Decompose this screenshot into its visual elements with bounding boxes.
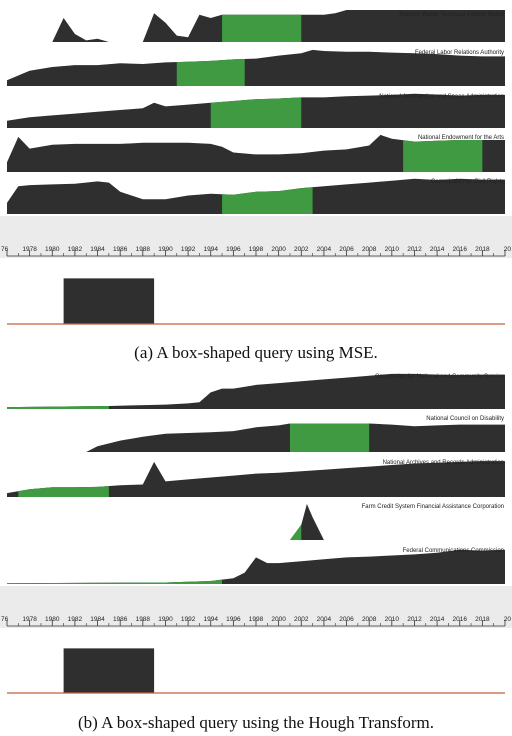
tick-label: 1982 bbox=[68, 616, 83, 623]
panel-3: National Archives and Records Administra… bbox=[7, 460, 505, 497]
tick-label: 2008 bbox=[362, 616, 377, 623]
tick-label: 1982 bbox=[68, 246, 83, 253]
tick-label: 1978 bbox=[22, 616, 37, 623]
tick-label: 1984 bbox=[90, 616, 105, 623]
panel-title: Farm Credit System Financial Assistance … bbox=[362, 504, 504, 510]
tick-label: 1990 bbox=[158, 246, 173, 253]
tick-label: 2008 bbox=[362, 246, 377, 253]
tick-label: 2006 bbox=[339, 616, 354, 623]
tick-label: 2004 bbox=[317, 246, 332, 253]
panel-title: Corporation for National and Community S… bbox=[375, 374, 505, 380]
panel-title: National Council on Disability bbox=[426, 416, 504, 422]
tick-label: 1994 bbox=[203, 616, 218, 623]
tick-label: 1990 bbox=[158, 616, 173, 623]
chart-a: Nuclear Waste Technical Review Board Fede… bbox=[0, 10, 512, 325]
panel-title: Nuclear Waste Technical Review Board bbox=[399, 12, 504, 18]
match-highlight bbox=[18, 461, 109, 497]
tick-label: 20 bbox=[504, 246, 512, 253]
tick-label: 2012 bbox=[407, 246, 422, 253]
tick-label: 1996 bbox=[226, 616, 241, 623]
tick-label: 1986 bbox=[113, 246, 128, 253]
panel-3: National Aeronautics and Space Administr… bbox=[7, 93, 505, 128]
tick-label: 1994 bbox=[203, 246, 218, 253]
caption-a: (a) A box-shaped query using MSE. bbox=[134, 343, 378, 362]
panel-title: Federal Labor Relations Authority bbox=[415, 50, 504, 56]
x-axis: 76 1978 1980 1982 1984 1986 1988 1990 1992 1994 19… bbox=[0, 216, 512, 258]
tick-label: 2010 bbox=[385, 246, 400, 253]
tick-label: 2012 bbox=[407, 616, 422, 623]
panel-2: National Council on Disability bbox=[7, 416, 505, 452]
tick-label: 1984 bbox=[90, 246, 105, 253]
tick-label: 1996 bbox=[226, 246, 241, 253]
match-highlight bbox=[210, 93, 302, 128]
panel-1: Nuclear Waste Technical Review Board bbox=[7, 10, 505, 42]
tick-label: 2000 bbox=[271, 616, 286, 623]
tick-label: 2014 bbox=[430, 616, 445, 623]
tick-label: 2016 bbox=[452, 616, 467, 623]
panel-title: National Archives and Records Administra… bbox=[383, 460, 504, 466]
tick-label: 2016 bbox=[452, 246, 467, 253]
match-highlight bbox=[7, 549, 223, 584]
area-series bbox=[7, 423, 505, 452]
match-highlight bbox=[222, 10, 302, 42]
area-series bbox=[7, 49, 505, 86]
area-series bbox=[7, 549, 505, 584]
match-highlight bbox=[222, 178, 313, 214]
tick-label: 2002 bbox=[294, 246, 309, 253]
area-series bbox=[7, 134, 505, 172]
tick-label: 2004 bbox=[317, 616, 332, 623]
chart-b: Corporation for National and Community S… bbox=[0, 373, 512, 694]
area-series bbox=[7, 373, 505, 409]
tick-label: 2018 bbox=[475, 246, 490, 253]
tick-label: 1986 bbox=[113, 616, 128, 623]
panel-title: Commission on Civil Rights bbox=[431, 179, 504, 185]
query-box bbox=[7, 278, 505, 324]
tick-label: 1978 bbox=[22, 246, 37, 253]
query-box bbox=[7, 648, 505, 693]
panel-title: National Endowment for the Arts bbox=[418, 135, 504, 141]
tick-label: 2018 bbox=[475, 616, 490, 623]
match-highlight bbox=[289, 423, 370, 452]
tick-label: 1992 bbox=[181, 246, 196, 253]
match-highlight bbox=[7, 373, 109, 409]
caption-b: (b) A box-shaped query using the Hough T… bbox=[77, 713, 435, 732]
tick-label: 20 bbox=[504, 616, 512, 623]
query-sketch bbox=[7, 278, 505, 325]
match-highlight bbox=[233, 503, 302, 540]
area-series bbox=[7, 461, 505, 497]
panel-2: Federal Labor Relations Authority bbox=[7, 49, 505, 86]
tick-label: 2006 bbox=[339, 246, 354, 253]
panel-4: Farm Credit System Financial Assistance … bbox=[7, 503, 505, 540]
match-highlight bbox=[176, 49, 245, 86]
x-axis: 76 1978 1980 1982 1984 1986 1988 1990 1992 1994 19… bbox=[0, 586, 512, 628]
tick-label: 1988 bbox=[136, 246, 151, 253]
tick-label: 2010 bbox=[385, 616, 400, 623]
tick-label: 76 bbox=[1, 246, 9, 253]
tick-label: 2014 bbox=[430, 246, 445, 253]
panel-4: National Endowment for the Arts bbox=[7, 134, 505, 172]
panel-title: National Aeronautics and Space Administr… bbox=[379, 94, 504, 100]
tick-label: 1998 bbox=[249, 616, 264, 623]
panel-1: Corporation for National and Community S… bbox=[7, 373, 505, 409]
tick-label: 76 bbox=[1, 616, 9, 623]
tick-label: 1988 bbox=[136, 616, 151, 623]
tick-label: 1998 bbox=[249, 246, 264, 253]
tick-label: 1980 bbox=[45, 616, 60, 623]
query-sketch bbox=[7, 648, 505, 694]
tick-label: 2000 bbox=[271, 246, 286, 253]
panel-title: Federal Communications Commission bbox=[403, 548, 504, 554]
panel-5: Commission on Civil Rights bbox=[7, 178, 505, 214]
tick-label: 1980 bbox=[45, 246, 60, 253]
tick-label: 2002 bbox=[294, 616, 309, 623]
tick-label: 1992 bbox=[181, 616, 196, 623]
panel-5: Federal Communications Commission bbox=[7, 548, 505, 584]
